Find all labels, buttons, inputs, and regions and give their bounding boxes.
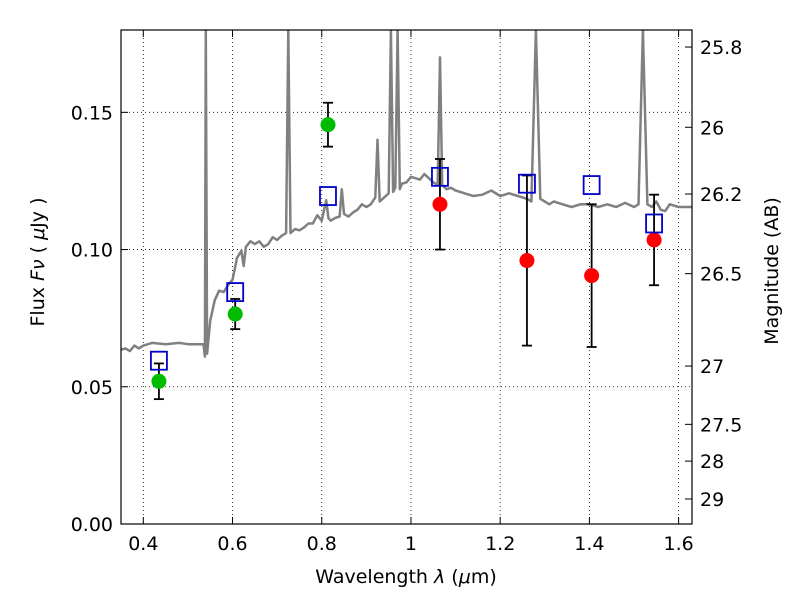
model-point [319,186,337,206]
x-tick-label: 1.6 [664,533,694,555]
x-axis-label: Wavelength λ (μm) [315,566,496,588]
y-axis-label-part: μ [27,228,49,241]
data-point [584,268,600,284]
y-right-tick-label: 27 [700,356,724,378]
x-axis-label-part: μ [458,566,471,588]
marker-layer [150,117,663,389]
x-tick-label: 0.8 [307,533,337,555]
x-axis-label-part: m) [471,566,497,588]
y-axis-label-part: ( [27,240,49,260]
model-point [431,166,449,187]
x-tick-label: 0.4 [128,533,158,555]
data-point [432,196,448,212]
y-axis-right-label: Magnitude (AB) [761,197,783,345]
y-tick-label: 0.05 [71,377,113,399]
data-point [519,253,535,269]
plot-frame [120,29,693,525]
y-axis-label-part: Jy ) [27,198,49,229]
data-point [151,373,167,389]
model-point [518,173,536,194]
data-point [320,117,336,133]
y-axis-label-part: Fν [27,259,49,281]
model-point [226,282,245,302]
plot-area [121,30,692,401]
x-tick-label: 1.2 [485,533,515,555]
y-tick-label: 0.00 [71,514,113,536]
model-point [150,350,168,371]
x-axis-label-part: λ [433,566,445,588]
spectrum-line [121,30,692,358]
tick-labels: 0.4 0.6 0.8 1 1.2 1.4 1.6 0.00 0.05 0.10 0.15 25.8 2… [71,37,743,555]
y-tick-label: 0.10 [71,240,113,262]
model-point [582,175,601,195]
errorbar-layer [153,101,660,401]
y-axis-label-part: Flux [27,281,49,327]
x-axis-label-part: Wavelength [315,566,434,588]
x-axis-label-part: ( [445,566,458,588]
x-tick-label: 0.6 [217,533,247,555]
y-right-tick-label: 26 [700,117,724,139]
y-right-tick-label: 29 [700,489,724,511]
y-right-tick-label: 28 [700,451,724,473]
x-tick-label: 1.4 [574,533,604,555]
spectrum-layer [121,30,692,358]
y-axis-label: Flux Fν ( μJy ) [27,198,49,327]
data-point [646,232,662,248]
y-right-tick-label: 26.2 [700,184,742,206]
ticks [121,30,692,525]
data-point [227,306,243,322]
model-point [645,213,663,234]
y-right-tick-label: 27.5 [700,414,742,436]
y-right-tick-label: 26.5 [700,264,742,286]
y-right-tick-label: 25.8 [700,37,742,59]
x-tick-label: 1 [405,533,417,555]
y-tick-label: 0.15 [71,102,113,124]
